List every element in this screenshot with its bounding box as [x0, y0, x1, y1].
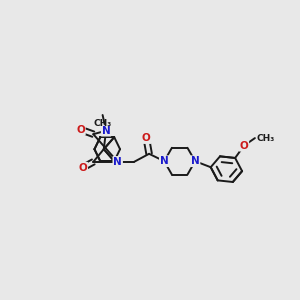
Text: CH₃: CH₃	[257, 134, 275, 142]
Text: N: N	[113, 157, 122, 167]
Text: O: O	[142, 133, 151, 143]
Text: O: O	[79, 163, 87, 173]
Text: N: N	[160, 156, 169, 166]
Text: O: O	[76, 124, 85, 135]
Text: CH₃: CH₃	[94, 119, 112, 128]
Text: O: O	[240, 141, 248, 151]
Text: N: N	[102, 126, 110, 136]
Text: N: N	[191, 156, 200, 166]
